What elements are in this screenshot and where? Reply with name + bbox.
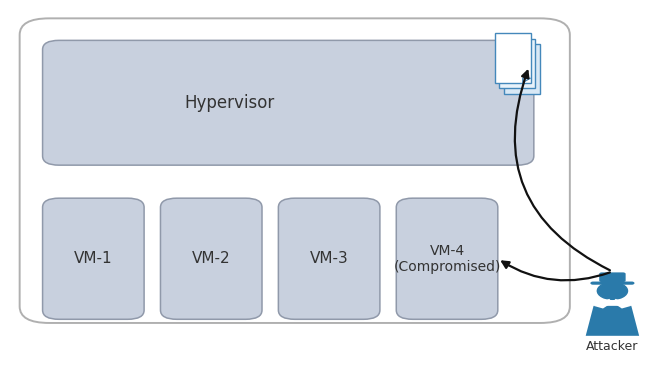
FancyBboxPatch shape bbox=[278, 198, 380, 319]
FancyBboxPatch shape bbox=[160, 198, 262, 319]
FancyBboxPatch shape bbox=[495, 33, 531, 83]
Text: VM-2: VM-2 bbox=[192, 251, 231, 266]
FancyBboxPatch shape bbox=[599, 272, 626, 282]
Polygon shape bbox=[523, 78, 531, 83]
Text: Attacker: Attacker bbox=[586, 340, 639, 353]
FancyBboxPatch shape bbox=[43, 40, 534, 165]
FancyBboxPatch shape bbox=[43, 198, 144, 319]
FancyBboxPatch shape bbox=[504, 44, 540, 94]
Text: VM-1: VM-1 bbox=[74, 251, 113, 266]
Polygon shape bbox=[586, 306, 639, 336]
Circle shape bbox=[597, 283, 627, 299]
Text: Hypervisor: Hypervisor bbox=[184, 94, 274, 112]
Polygon shape bbox=[593, 299, 612, 309]
FancyArrowPatch shape bbox=[515, 71, 610, 270]
FancyBboxPatch shape bbox=[396, 198, 498, 319]
Text: VM-3: VM-3 bbox=[310, 251, 348, 266]
FancyBboxPatch shape bbox=[499, 39, 535, 88]
FancyBboxPatch shape bbox=[20, 18, 570, 323]
Polygon shape bbox=[612, 299, 631, 309]
Text: VM-4
(Compromised): VM-4 (Compromised) bbox=[394, 244, 500, 274]
FancyArrowPatch shape bbox=[502, 262, 610, 280]
FancyBboxPatch shape bbox=[590, 281, 635, 285]
